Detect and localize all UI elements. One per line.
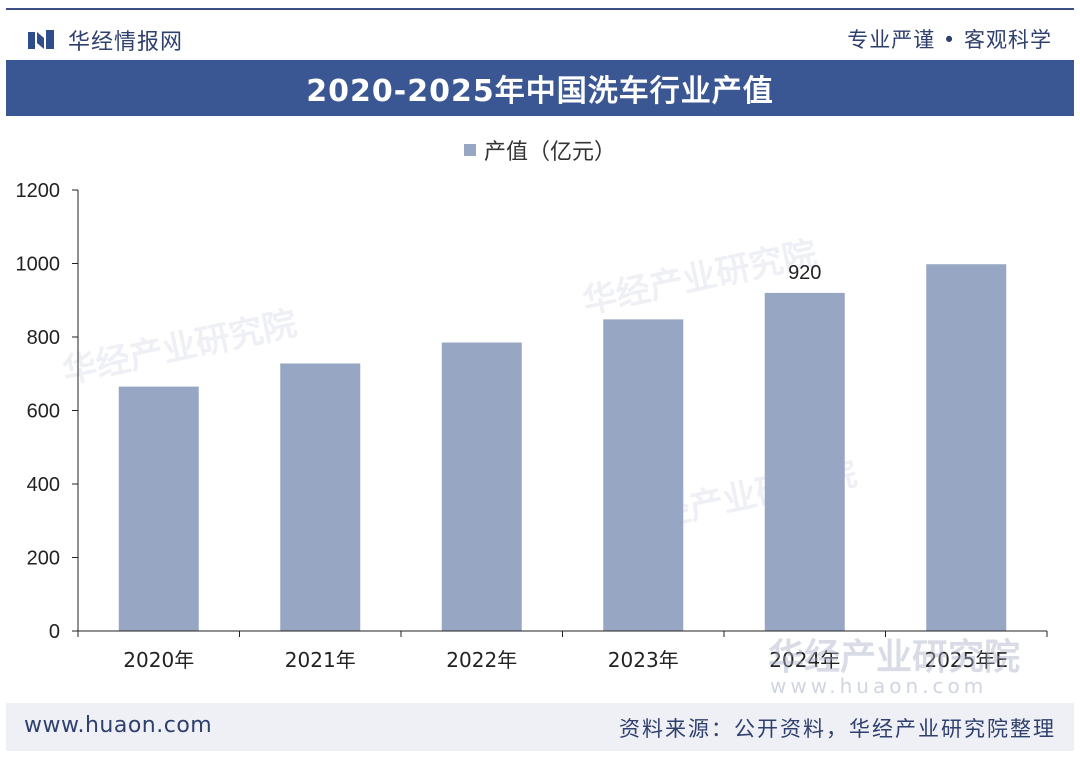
brand-name: 华经情报网	[68, 30, 184, 55]
bar	[118, 386, 199, 631]
legend-label: 产值（亿元）	[483, 140, 616, 165]
bar	[280, 363, 361, 631]
bars: 920	[118, 262, 1007, 631]
x-tick-label: 2025年E	[924, 648, 1008, 672]
watermark-url: www.huaon.com	[770, 674, 988, 698]
y-tick-label: 800	[27, 327, 60, 349]
legend: 产值（亿元）	[0, 134, 1080, 166]
chart-title-bar: 2020-2025年中国洗车行业产值	[6, 60, 1074, 116]
y-tick-label: 0	[49, 621, 60, 643]
y-tick-label: 200	[27, 548, 60, 570]
x-tick-label: 2020年	[123, 648, 194, 672]
brand: 华经情报网	[28, 24, 183, 56]
bar	[603, 319, 684, 631]
bar	[926, 264, 1007, 631]
chart-title: 2020-2025年中国洗车行业产值	[306, 74, 774, 109]
x-axis: 2020年 2021年 2022年 2023年 2024年 2025年E	[77, 630, 1048, 672]
data-label: 920	[788, 262, 821, 284]
y-tick-label: 400	[27, 474, 60, 496]
huajing-logo-icon	[28, 30, 54, 49]
x-tick-label: 2022年	[446, 648, 517, 672]
legend-swatch	[463, 144, 476, 156]
header: 华经情报网 专业严谨 • 客观科学	[0, 14, 1080, 60]
top-rule	[6, 8, 1074, 10]
watermark-logo-text: 华经产业研究院	[768, 637, 1021, 678]
x-tick-label: 2024年	[769, 648, 840, 672]
site-url: www.huaon.com	[24, 713, 213, 738]
y-tick-label: 600	[27, 401, 60, 423]
y-axis: 0 200 400 600 800 1000 1200	[16, 180, 79, 643]
bar	[441, 342, 522, 631]
x-tick-label: 2023年	[608, 648, 679, 672]
bar	[764, 292, 845, 631]
x-tick-label: 2021年	[285, 648, 356, 672]
y-tick-label: 1200	[16, 180, 61, 202]
footer: www.huaon.com 资料来源：公开资料，华经产业研究院整理	[6, 703, 1074, 751]
y-tick-label: 1000	[16, 254, 61, 276]
tagline: 专业严谨 • 客观科学	[847, 28, 1052, 52]
source-note: 资料来源：公开资料，华经产业研究院整理	[619, 717, 1056, 741]
